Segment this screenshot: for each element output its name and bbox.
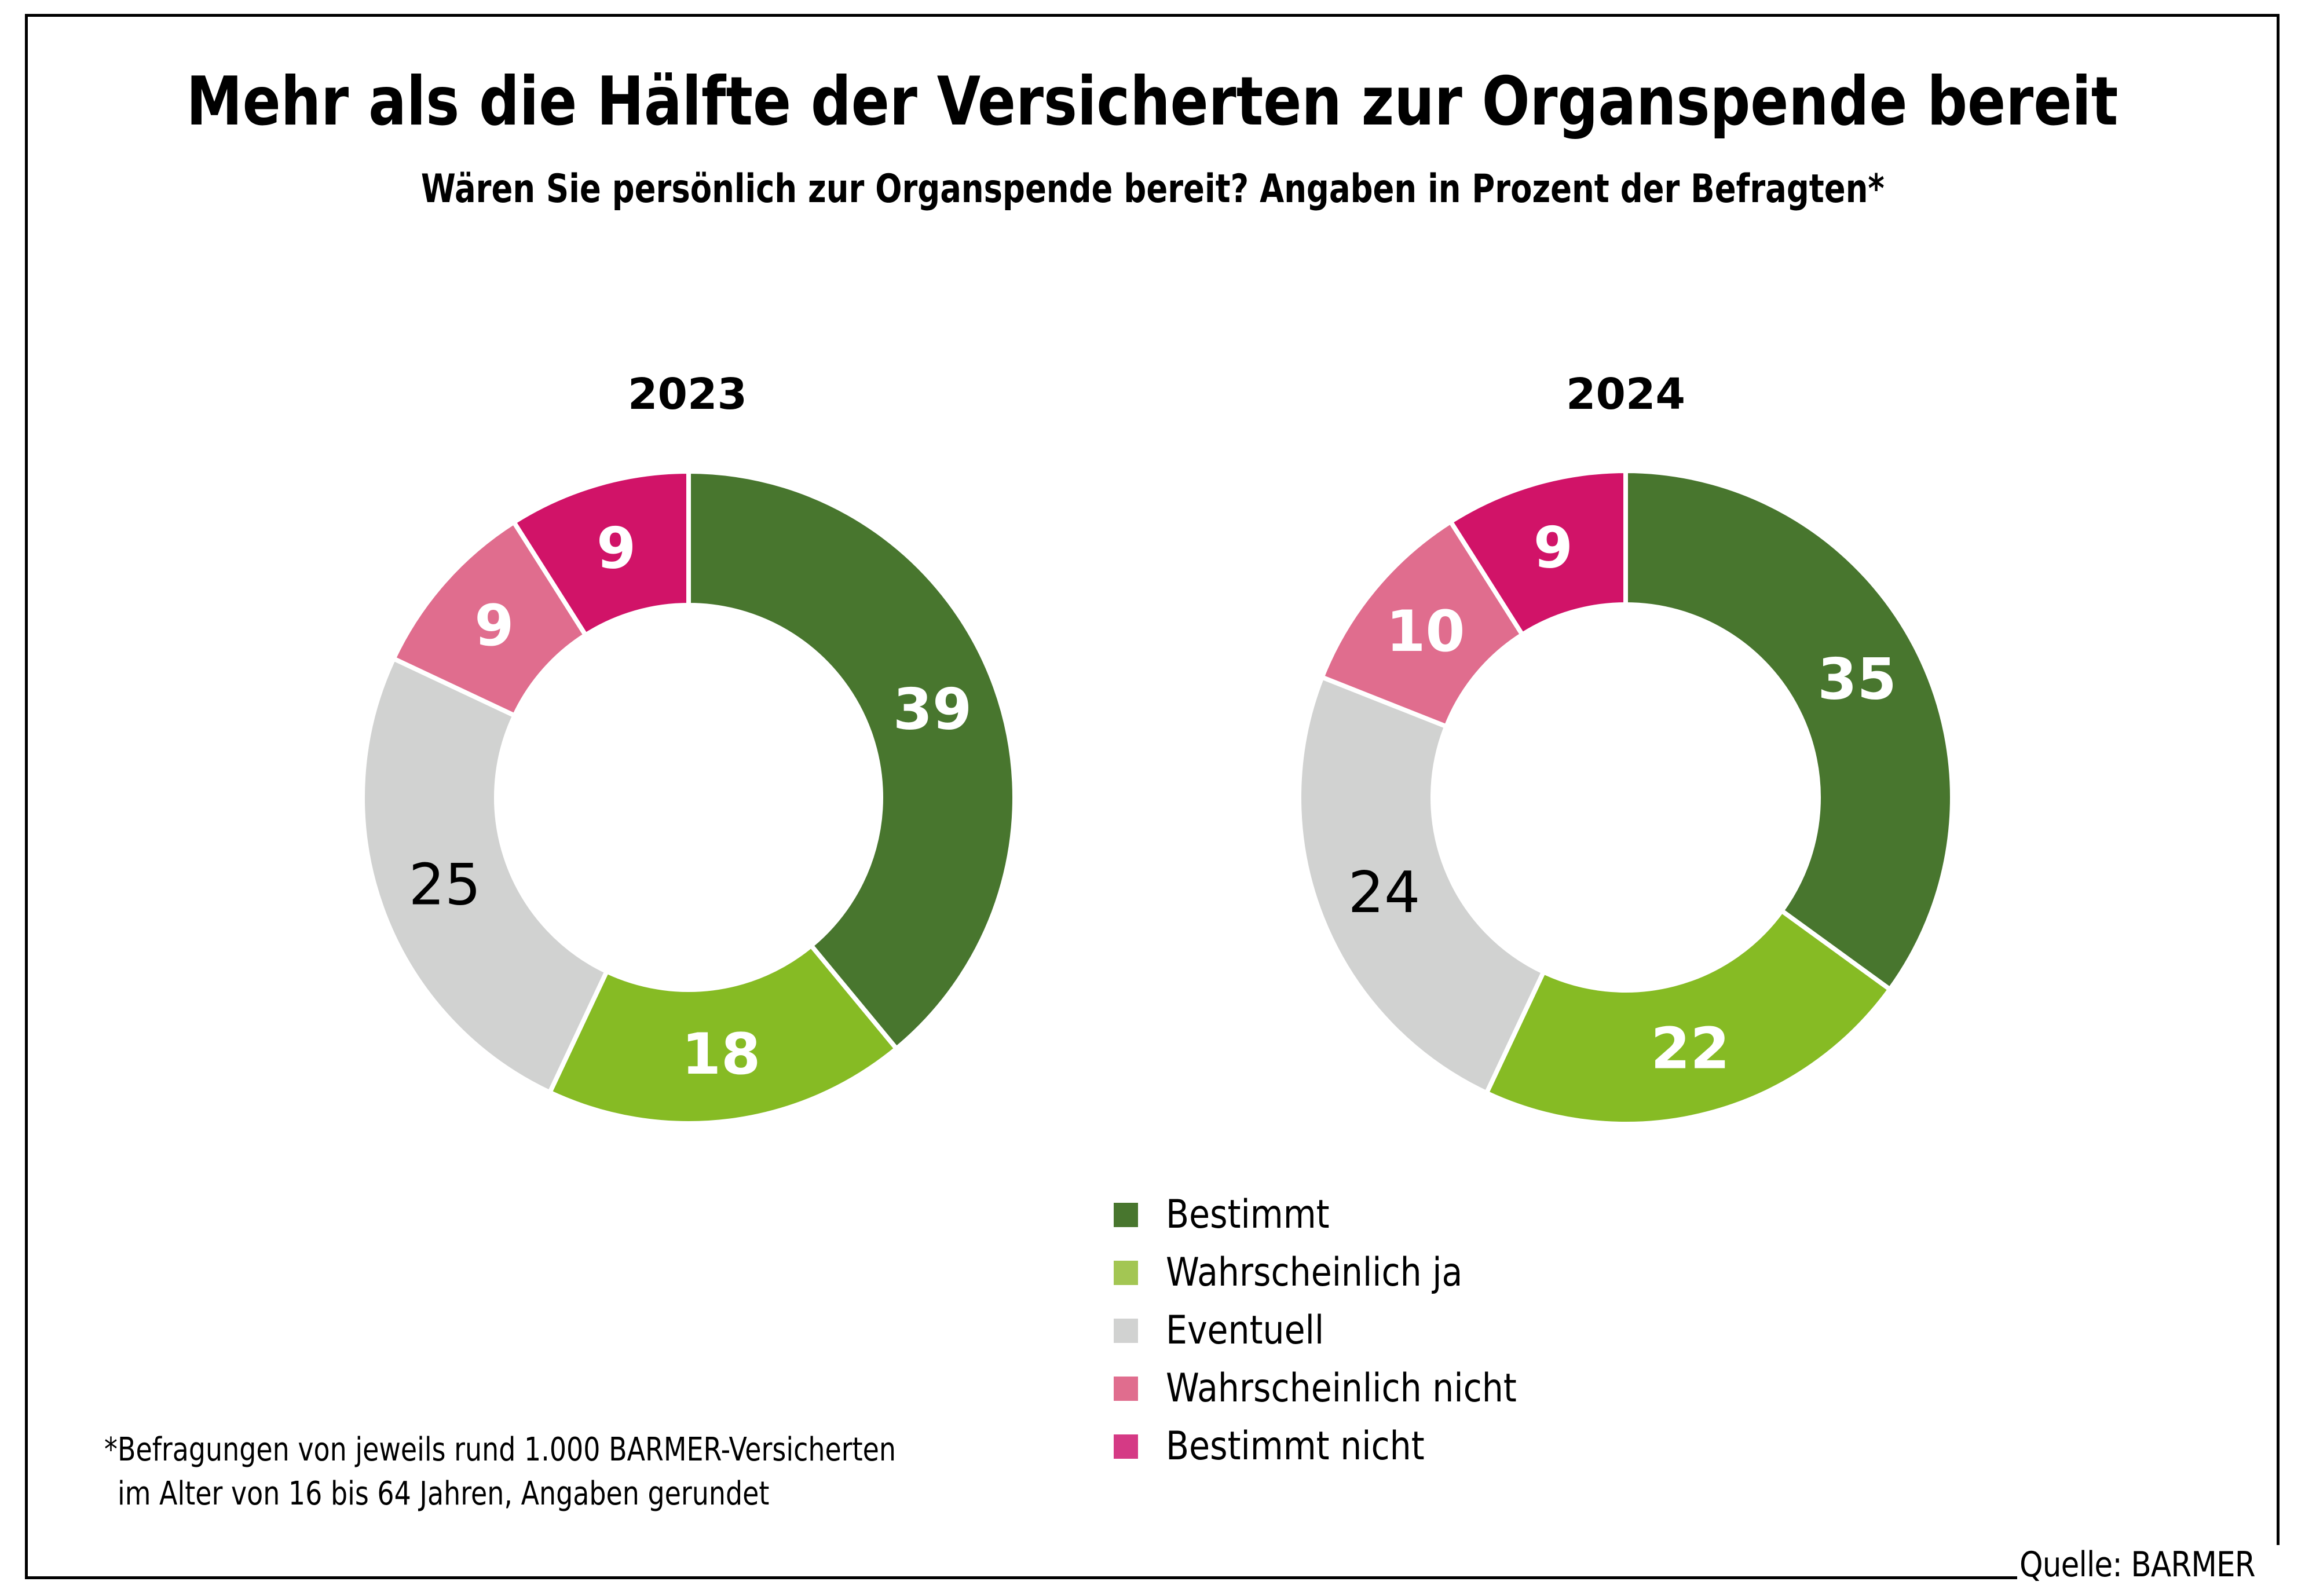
legend-label: Wahrscheinlich ja	[1166, 1250, 1463, 1295]
chart-subtitle: Wären Sie persönlich zur Organspende ber…	[0, 163, 2305, 215]
chart-frame	[25, 14, 2277, 1576]
footnote: *Befragungen von jeweils rund 1.000 BARM…	[104, 1428, 896, 1516]
donut-2024-segment-bestimmt	[1623, 468, 1955, 993]
legend-item-wahrscheinlich-nicht: Wahrscheinlich nicht	[1114, 1360, 1574, 1418]
legend-label: Wahrscheinlich nicht	[1166, 1366, 1517, 1411]
chart-subtitle-text: Wären Sie persönlich zur Organspende ber…	[420, 166, 1885, 212]
donut-2024-label-eventuell: 24	[1348, 860, 1421, 926]
legend-label: Eventuell	[1166, 1308, 1325, 1353]
legend-swatch	[1114, 1261, 1138, 1285]
legend-item-eventuell: Eventuell	[1114, 1302, 1574, 1360]
legend-swatch	[1114, 1203, 1138, 1227]
donut-2023-label-eventuell: 25	[409, 852, 481, 918]
donut-2023-label-bestimmt-nicht: 9	[597, 515, 636, 581]
legend-item-bestimmt: Bestimmt	[1114, 1186, 1574, 1244]
donut-2023-label-bestimmt: 39	[893, 676, 972, 742]
legend-swatch	[1114, 1319, 1138, 1343]
donut-2024-label-bestimmt: 35	[1817, 646, 1896, 712]
chart-title-text: Mehr als die Hälfte der Versicherten zur…	[186, 63, 2119, 141]
donut-2023-segment-eventuell	[360, 655, 610, 1096]
donut-2024-segment-wahrscheinlich-ja	[1483, 907, 1893, 1126]
donut-2023-segment-wahrscheinlich-ja	[546, 942, 900, 1126]
source-label: Quelle: BARMER	[2019, 1544, 2256, 1585]
donut-2024-segment-bestimmt-nicht	[1447, 468, 1628, 638]
donut-2024: 35 22 24 10 9	[1297, 468, 1955, 1126]
chart-frame-bottom-edge	[25, 1576, 2017, 1579]
donut-2024-label-bestimmt-nicht: 9	[1534, 515, 1573, 581]
donut-2023-segment-bestimmt-nicht	[510, 468, 691, 639]
legend-label: Bestimmt nicht	[1166, 1423, 1425, 1469]
donut-2023-title: 2023	[628, 369, 747, 419]
donut-2024-title: 2024	[1566, 369, 1685, 419]
legend-swatch	[1114, 1377, 1138, 1401]
donut-2024-segment-eventuell	[1297, 674, 1547, 1096]
donut-2023: 39 18 25 9 9	[360, 468, 1017, 1126]
donut-2023-label-wahrscheinlich-nicht: 9	[474, 593, 514, 659]
donut-2024-label-wahrscheinlich-nicht: 10	[1386, 599, 1465, 665]
legend: Bestimmt Wahrscheinlich ja Eventuell Wah…	[1114, 1186, 1574, 1476]
donut-2024-label-wahrscheinlich-ja: 22	[1651, 1016, 1729, 1082]
legend-swatch	[1114, 1434, 1138, 1459]
legend-label: Bestimmt	[1166, 1192, 1330, 1238]
donut-2023-label-wahrscheinlich-ja: 18	[682, 1022, 760, 1088]
footnote-line-2: im Alter von 16 bis 64 Jahren, Angaben g…	[117, 1475, 770, 1513]
legend-item-bestimmt-nicht: Bestimmt nicht	[1114, 1418, 1574, 1476]
legend-item-wahrscheinlich-ja: Wahrscheinlich ja	[1114, 1244, 1574, 1302]
donut-2023-segment-bestimmt	[686, 468, 1017, 1052]
chart-title: Mehr als die Hälfte der Versicherten zur…	[0, 61, 2305, 142]
footnote-line-1: *Befragungen von jeweils rund 1.000 BARM…	[104, 1431, 896, 1469]
chart-frame-right-edge	[2277, 14, 2280, 1545]
